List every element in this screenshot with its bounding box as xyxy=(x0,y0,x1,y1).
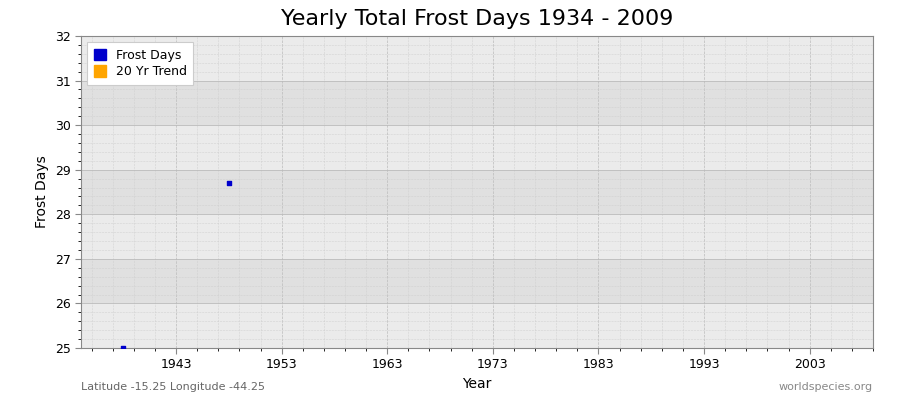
Frost Days xyxy=(116,345,130,351)
Text: worldspecies.org: worldspecies.org xyxy=(778,382,873,392)
Text: Latitude -15.25 Longitude -44.25: Latitude -15.25 Longitude -44.25 xyxy=(81,382,265,392)
Bar xyxy=(81,259,873,304)
X-axis label: Year: Year xyxy=(463,377,491,391)
Bar xyxy=(81,80,873,125)
Bar xyxy=(81,304,873,348)
Legend: Frost Days, 20 Yr Trend: Frost Days, 20 Yr Trend xyxy=(87,42,194,84)
Bar xyxy=(81,214,873,259)
Bar xyxy=(81,36,873,80)
Title: Yearly Total Frost Days 1934 - 2009: Yearly Total Frost Days 1934 - 2009 xyxy=(281,9,673,29)
Frost Days xyxy=(221,180,236,186)
Bar xyxy=(81,170,873,214)
Bar xyxy=(81,125,873,170)
Y-axis label: Frost Days: Frost Days xyxy=(35,156,50,228)
